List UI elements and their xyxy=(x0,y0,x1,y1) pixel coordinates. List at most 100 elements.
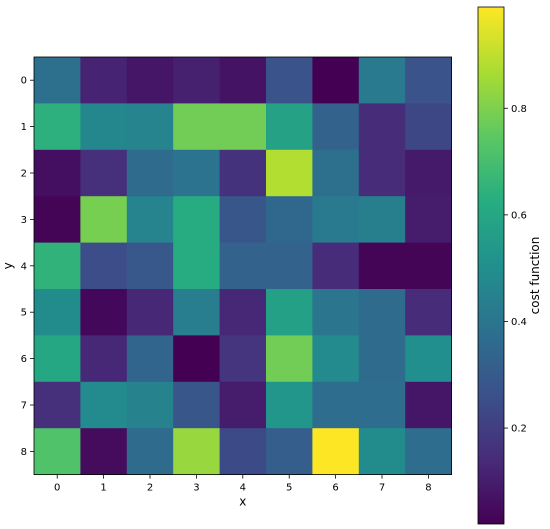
heatmap-cell xyxy=(34,289,81,336)
heatmap-cell xyxy=(405,57,452,104)
heatmap-cell xyxy=(126,57,174,104)
heatmap-cell xyxy=(80,242,128,290)
colorbar-label: cost function xyxy=(528,237,542,315)
colorbar-tick-label: 0.4 xyxy=(511,317,527,328)
heatmap-cell xyxy=(266,428,313,475)
heatmap-cell xyxy=(34,103,81,151)
heatmap-cell xyxy=(126,196,174,243)
heatmap-cell xyxy=(34,149,81,197)
heatmap-cell xyxy=(80,289,128,336)
y-tick-label: 2 xyxy=(21,169,27,180)
heatmap-cell xyxy=(34,242,81,290)
heatmap-cell xyxy=(358,289,406,336)
heatmap-cell xyxy=(405,335,452,383)
heatmap-cell xyxy=(219,289,267,336)
heatmap-cell xyxy=(34,381,81,429)
x-axis-ticks: 0 1 2 3 4 5 6 7 8 xyxy=(54,474,432,494)
heatmap-cell xyxy=(173,57,220,104)
heatmap-cell xyxy=(219,149,267,197)
heatmap-cell xyxy=(34,196,81,243)
y-tick-label: 6 xyxy=(21,354,27,365)
heatmap-cell xyxy=(405,428,452,475)
heatmap-cell xyxy=(312,103,360,151)
heatmap-cell xyxy=(358,242,406,290)
heatmap-cell xyxy=(126,335,174,383)
heatmap-cell xyxy=(405,196,452,243)
heatmap-cell xyxy=(80,196,128,243)
y-axis-label: y xyxy=(1,262,15,269)
heatmap-cell xyxy=(219,428,267,475)
colorbar xyxy=(477,6,505,525)
colorbar-tick-label: 0.6 xyxy=(511,210,527,221)
heatmap-cell xyxy=(405,289,452,336)
heatmap-cell xyxy=(266,57,313,104)
heatmap-cell xyxy=(173,149,220,197)
y-tick-label: 4 xyxy=(21,261,27,272)
heatmap-cell xyxy=(80,335,128,383)
heatmap-cell xyxy=(358,196,406,243)
heatmap-cell xyxy=(405,242,452,290)
y-tick-label: 7 xyxy=(21,401,27,412)
y-tick-label: 5 xyxy=(21,308,27,319)
heatmap-cell xyxy=(405,103,452,151)
heatmap-cell xyxy=(173,289,220,336)
heatmap-cell xyxy=(80,57,128,104)
heatmap-cell xyxy=(219,242,267,290)
x-tick-label: 0 xyxy=(54,483,60,494)
heatmap-cell xyxy=(219,196,267,243)
heatmap-cell xyxy=(126,103,174,151)
y-axis-ticks: 0 1 2 3 4 5 6 7 8 xyxy=(21,76,34,458)
heatmap-cell xyxy=(80,103,128,151)
heatmap-cell xyxy=(312,428,360,475)
y-tick-label: 8 xyxy=(21,447,27,458)
heatmap-cell xyxy=(358,103,406,151)
heatmap-cell xyxy=(312,335,360,383)
heatmap-cell xyxy=(34,335,81,383)
x-tick-label: 2 xyxy=(147,483,153,494)
heatmap-cell xyxy=(219,381,267,429)
heatmap-cell xyxy=(126,242,174,290)
y-tick-label: 0 xyxy=(21,76,27,87)
heatmap-cell xyxy=(312,57,360,104)
heatmap-cell xyxy=(173,335,220,383)
heatmap-cell xyxy=(266,149,313,197)
heatmap-cell xyxy=(266,196,313,243)
heatmap-cell xyxy=(358,57,406,104)
x-tick-label: 5 xyxy=(286,483,292,494)
heatmap-cell xyxy=(312,289,360,336)
colorbar-tick-label: 0.8 xyxy=(511,104,527,115)
heatmap-cell xyxy=(80,428,128,475)
heatmap-cell xyxy=(405,381,452,429)
x-tick-label: 7 xyxy=(379,483,385,494)
heatmap-cell xyxy=(358,428,406,475)
heatmap-cell xyxy=(173,428,220,475)
x-axis-label: x xyxy=(239,495,246,509)
x-tick-label: 1 xyxy=(100,483,106,494)
heatmap-cell xyxy=(34,57,81,104)
heatmap-cell xyxy=(266,335,313,383)
heatmap-cell xyxy=(266,103,313,151)
heatmap-cell xyxy=(358,149,406,197)
heatmap-cell xyxy=(80,381,128,429)
x-tick-label: 3 xyxy=(193,483,199,494)
heatmap-cell xyxy=(173,196,220,243)
colorbar-tick-label: 0.2 xyxy=(511,424,527,435)
heatmap-cell xyxy=(173,242,220,290)
heatmap-cell xyxy=(266,289,313,336)
colorbar-ticks: 0.2 0.4 0.6 0.8 xyxy=(504,104,527,435)
heatmap-cell xyxy=(126,149,174,197)
heatmap-cell xyxy=(126,289,174,336)
heatmap-cell xyxy=(126,381,174,429)
heatmap-cell xyxy=(266,381,313,429)
heatmap-cell xyxy=(312,381,360,429)
heatmap-cell xyxy=(312,196,360,243)
heatmap-cell xyxy=(219,57,267,104)
heatmap-cell xyxy=(173,381,220,429)
heatmap-cell xyxy=(219,335,267,383)
x-tick-label: 4 xyxy=(240,483,246,494)
heatmap-cell xyxy=(312,242,360,290)
heatmap-cell xyxy=(358,335,406,383)
heatmap-cell xyxy=(126,428,174,475)
x-tick-label: 6 xyxy=(332,483,338,494)
